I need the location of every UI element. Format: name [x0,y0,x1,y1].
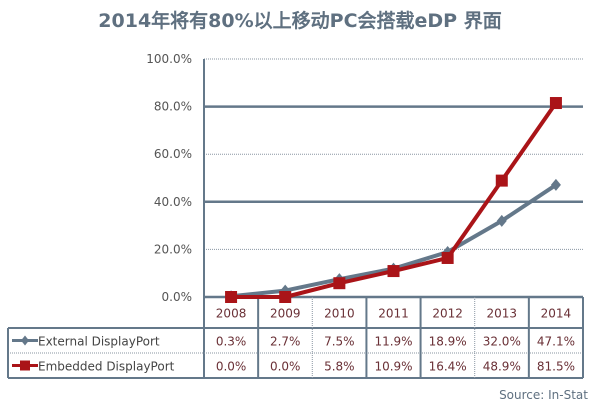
data-table-cell: 7.5% [324,335,355,349]
y-tick-label: 60.0% [154,147,192,161]
data-table-cell: 16.4% [429,360,467,374]
x-category-label: 2012 [432,307,463,321]
data-table-cell: 2.7% [270,335,301,349]
data-table-cell: 0.0% [270,360,301,374]
legend-marker-square [20,360,30,371]
x-category-label: 2013 [487,307,518,321]
y-tick-label: 100.0% [146,52,192,66]
y-tick-label: 40.0% [154,195,192,209]
y-tick-label: 20.0% [154,242,192,256]
data-table-cell: 0.0% [216,360,247,374]
data-point-diamond [550,178,561,191]
data-table-cell: 11.9% [374,335,412,349]
x-category-label: 2014 [541,307,572,321]
y-tick-label: 0.0% [162,290,193,304]
data-table-cell: 47.1% [537,335,575,349]
legend-marker-diamond [21,335,29,346]
x-category-label: 2010 [324,307,355,321]
data-point-square [549,97,562,110]
data-point-square [225,291,238,303]
data-table-cell: 10.9% [374,360,412,374]
data-point-square [387,265,400,278]
data-table-cell: 5.8% [324,360,355,374]
data-table-cell: 18.9% [429,335,467,349]
y-tick-label: 80.0% [154,100,192,114]
data-table-cell: 48.9% [483,360,521,374]
legend-label: External DisplayPort [38,335,160,349]
chart-title: 2014年将有80%以上移动PC会搭载eDP 界面 [98,10,502,32]
data-point-square [279,291,292,303]
x-category-label: 2011 [378,307,409,321]
data-table-cell: 0.3% [216,335,247,349]
data-point-square [495,174,508,187]
data-table-cell: 81.5% [537,360,575,374]
x-category-label: 2008 [216,307,247,321]
data-table-cell: 32.0% [483,335,521,349]
legend-label: Embedded DisplayPort [38,360,175,374]
x-category-label: 2009 [270,307,301,321]
data-point-square [333,277,346,290]
data-point-diamond [496,214,507,227]
data-point-square [441,251,454,264]
source-note: Source: In-Stat [499,388,588,402]
